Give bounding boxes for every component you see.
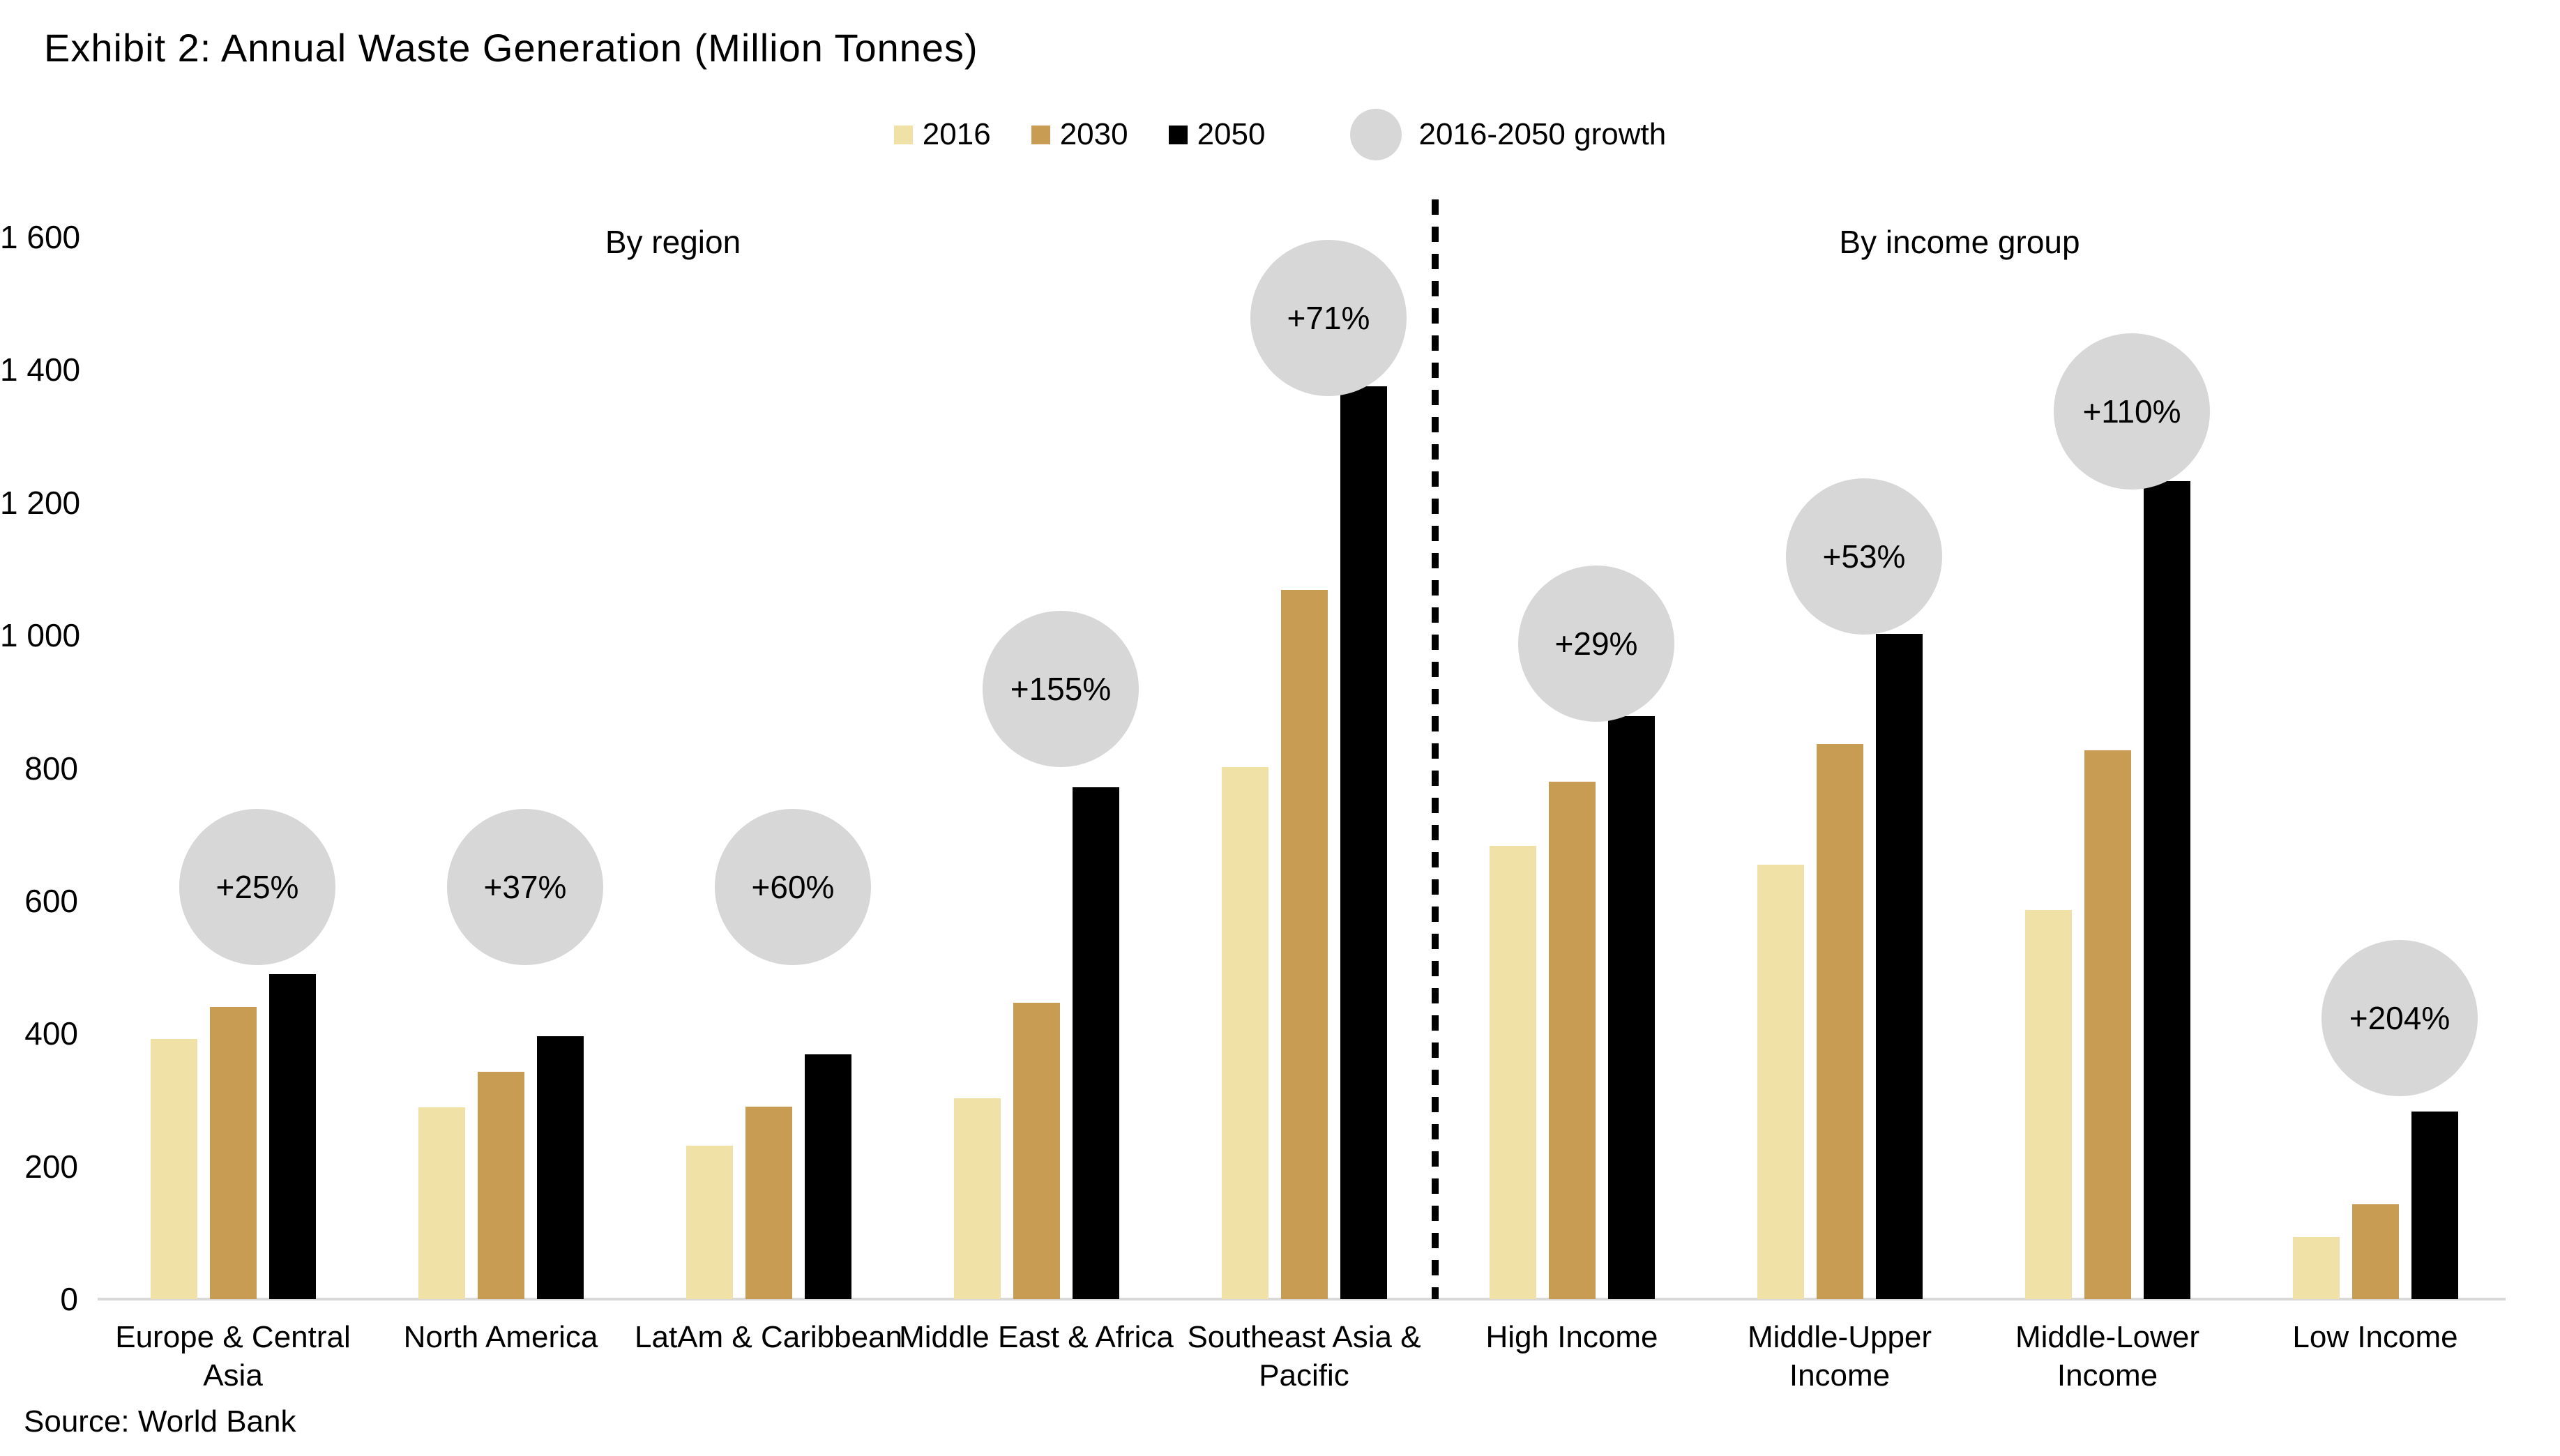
x-category-label-line: Europe & Central — [115, 1320, 351, 1354]
growth-value: +204% — [2349, 1000, 2451, 1037]
y-tick-label-400: 400 — [24, 1015, 78, 1052]
legend-item-2016: 2016 — [893, 117, 991, 152]
y-tick-label-0: 0 — [60, 1281, 78, 1317]
legend-item-2050: 2050 — [1168, 117, 1266, 152]
x-category-label-line: Middle-Lower — [2015, 1320, 2200, 1354]
growth-circle-icon — [1350, 109, 1402, 160]
growth-bubble-europe-central-asia: +25% — [179, 808, 335, 965]
bar-2050-middle-upper-income — [1876, 634, 1923, 1299]
bar-2030-low-income — [2352, 1204, 2399, 1299]
bar-2016-high-income — [1490, 846, 1536, 1299]
y-tick-label-1600: 1 600 — [0, 219, 81, 255]
x-category-label-line: Asia — [203, 1358, 263, 1393]
x-category-label-latam-caribbean: LatAm & Caribbean — [635, 1318, 902, 1356]
bar-2016-middle-lower-income — [2025, 910, 2072, 1299]
bar-2030-north-america — [478, 1072, 524, 1299]
x-category-label-middle-east-africa: Middle East & Africa — [899, 1318, 1174, 1356]
growth-bubble-middle-lower-income: +110% — [2054, 333, 2210, 490]
y-tick-label-600: 600 — [24, 882, 78, 919]
bar-2030-europe-central-asia — [210, 1007, 257, 1299]
legend-item-growth: 2016-2050 growth — [1350, 109, 1666, 160]
bar-2016-latam-caribbean — [686, 1146, 733, 1299]
bar-2030-middle-lower-income — [2084, 750, 2131, 1299]
x-category-label-high-income: High Income — [1485, 1318, 1658, 1356]
bar-2050-latam-caribbean — [805, 1054, 851, 1299]
section-label-by-income-group: By income group — [1839, 224, 2080, 260]
y-tick-label-200: 200 — [24, 1148, 78, 1185]
x-axis-line — [98, 1298, 2506, 1300]
x-category-label-line: Middle East & Africa — [899, 1320, 1174, 1354]
x-category-label-middle-upper-income: Middle-Upper Income — [1748, 1318, 1932, 1395]
x-category-label-line: Southeast Asia & — [1187, 1320, 1421, 1354]
x-category-label-europe-central-asia: Europe & Central Asia — [115, 1318, 351, 1395]
bar-2050-high-income — [1608, 716, 1655, 1299]
x-category-label-line: Low Income — [2292, 1320, 2458, 1354]
growth-bubble-southeast-asia-pacific: +71% — [1250, 240, 1407, 397]
legend-label: 2016 — [922, 117, 991, 151]
legend-label: 2050 — [1197, 117, 1266, 151]
bar-2016-europe-central-asia — [151, 1039, 197, 1299]
bar-2050-low-income — [2411, 1112, 2458, 1299]
bar-2050-europe-central-asia — [269, 974, 316, 1299]
growth-bubble-high-income: +29% — [1518, 566, 1674, 722]
growth-value: +110% — [2082, 393, 2181, 430]
bar-2016-north-america — [418, 1107, 465, 1299]
growth-bubble-low-income: +204% — [2322, 940, 2478, 1097]
y-tick-label-1000: 1 000 — [0, 617, 81, 654]
growth-value: +53% — [1822, 538, 1906, 575]
bar-2030-high-income — [1549, 782, 1596, 1299]
bar-2050-southeast-asia-pacific — [1340, 386, 1387, 1299]
x-category-label-line: Income — [1789, 1358, 1891, 1393]
legend-swatch-2030 — [1031, 125, 1050, 144]
growth-value: +155% — [1010, 671, 1112, 708]
y-tick-label-800: 800 — [24, 750, 78, 787]
bar-2016-middle-east-africa — [954, 1098, 1001, 1299]
x-category-label-line: LatAm & Caribbean — [635, 1320, 902, 1354]
growth-bubble-north-america: +37% — [447, 808, 603, 965]
growth-value: +60% — [751, 868, 835, 905]
bar-2016-middle-upper-income — [1757, 865, 1804, 1299]
x-category-label-line: Pacific — [1259, 1358, 1349, 1393]
y-tick-label-1200: 1 200 — [0, 484, 81, 521]
x-category-label-middle-lower-income: Middle-Lower Income — [2015, 1318, 2199, 1395]
bar-2030-middle-upper-income — [1817, 744, 1863, 1299]
y-tick-label-1400: 1 400 — [0, 351, 81, 388]
x-category-label-line: Income — [2057, 1358, 2158, 1393]
x-category-label-line: North America — [403, 1320, 598, 1354]
legend-growth-label: 2016-2050 growth — [1418, 117, 1667, 151]
x-category-label-line: Middle-Upper — [1747, 1320, 1932, 1354]
bar-2050-north-america — [537, 1036, 584, 1299]
chart-title: Exhibit 2: Annual Waste Generation (Mill… — [44, 26, 978, 70]
bar-2030-southeast-asia-pacific — [1281, 590, 1328, 1299]
growth-value: +71% — [1287, 300, 1370, 337]
bar-2016-southeast-asia-pacific — [1222, 767, 1268, 1299]
growth-bubble-middle-east-africa: +155% — [983, 611, 1139, 768]
bar-2016-low-income — [2293, 1237, 2340, 1299]
x-category-label-southeast-asia-pacific: Southeast Asia & Pacific — [1187, 1318, 1421, 1395]
section-label-by-region: By region — [605, 224, 741, 260]
x-category-label-low-income: Low Income — [2292, 1318, 2457, 1356]
bar-2030-middle-east-africa — [1013, 1003, 1060, 1299]
x-category-label-north-america: North America — [404, 1318, 598, 1356]
bar-2030-latam-caribbean — [745, 1107, 792, 1299]
legend-item-2030: 2030 — [1031, 117, 1128, 152]
legend-label: 2030 — [1059, 117, 1128, 151]
section-divider-dashed-line — [1432, 199, 1439, 1299]
growth-value: +37% — [483, 868, 567, 905]
x-category-label-line: High Income — [1485, 1320, 1658, 1354]
growth-bubble-middle-upper-income: +53% — [1786, 478, 1942, 635]
growth-value: +29% — [1554, 625, 1638, 662]
growth-bubble-latam-caribbean: +60% — [715, 808, 871, 965]
legend-swatch-2050 — [1168, 125, 1188, 144]
growth-value: +25% — [215, 868, 299, 905]
bar-2050-middle-east-africa — [1073, 787, 1119, 1299]
bar-2050-middle-lower-income — [2144, 481, 2190, 1299]
source-note: Source: World Bank — [24, 1404, 296, 1439]
legend-swatch-2016 — [893, 125, 913, 144]
chart-legend: 2016 2030 2050 2016-2050 growth — [0, 109, 2560, 160]
